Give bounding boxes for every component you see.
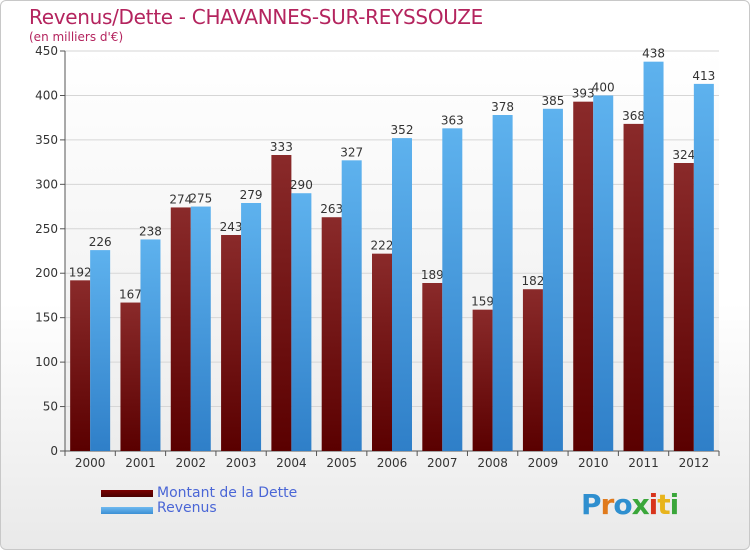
logo-letter: P	[581, 488, 602, 521]
logo-letter: o	[613, 488, 632, 521]
bar-revenus	[542, 108, 563, 452]
bar-dette	[472, 309, 493, 451]
bar-revenus	[90, 250, 111, 451]
bar-dette	[573, 101, 594, 452]
x-tick-label: 2012	[679, 456, 710, 470]
y-tick-label: 300	[35, 177, 58, 191]
bar-revenus	[442, 128, 463, 451]
data-label: 438	[642, 47, 665, 61]
data-label: 352	[391, 123, 414, 137]
x-tick-label: 2003	[226, 456, 257, 470]
bar-revenus	[492, 115, 513, 451]
data-label: 226	[89, 235, 112, 249]
data-label: 368	[622, 109, 645, 123]
x-tick-label: 2002	[175, 456, 206, 470]
data-label: 189	[421, 268, 444, 282]
proxiti-logo: Proxiti	[581, 488, 680, 521]
data-label: 159	[471, 295, 494, 309]
x-tick-label: 2011	[628, 456, 659, 470]
data-label: 290	[290, 178, 313, 192]
bar-revenus	[392, 138, 412, 451]
y-tick-label: 400	[35, 88, 58, 102]
x-tick-label: 2001	[125, 456, 156, 470]
x-tick-label: 2010	[578, 456, 609, 470]
data-label: 378	[491, 100, 514, 114]
logo-letter: x	[631, 488, 650, 521]
data-label: 333	[270, 140, 293, 154]
bar-dette	[221, 235, 242, 451]
y-tick-label: 250	[35, 222, 58, 236]
data-label: 363	[441, 113, 464, 127]
chart-subtitle: (en milliers d'€)	[29, 30, 124, 44]
logo-letter: i	[648, 488, 659, 521]
data-label: 275	[189, 192, 212, 206]
data-label: 400	[592, 80, 615, 94]
bar-dette	[673, 163, 694, 451]
data-label: 182	[521, 274, 544, 288]
bar-dette	[623, 123, 644, 451]
chart-title: Revenus/Dette - CHAVANNES-SUR-REYSSOUZE	[29, 5, 483, 29]
legend-swatch-revenus	[101, 507, 153, 514]
data-label: 243	[220, 220, 243, 234]
bar-dette	[120, 302, 141, 451]
x-tick-label: 2005	[326, 456, 357, 470]
logo-letter: r	[600, 488, 615, 521]
bar-revenus	[693, 83, 714, 451]
data-label: 413	[692, 69, 715, 83]
legend-swatch-dette	[101, 490, 153, 497]
x-tick-label: 2006	[377, 456, 408, 470]
bar-revenus	[241, 203, 262, 451]
y-tick-label: 150	[35, 311, 58, 325]
logo-letter: i	[669, 488, 680, 521]
data-label: 274	[169, 192, 192, 206]
bar-revenus	[140, 239, 161, 451]
bar-revenus	[643, 61, 664, 452]
data-label: 279	[240, 188, 263, 202]
bar-dette	[372, 253, 392, 451]
bar-dette	[422, 283, 443, 451]
data-label: 385	[541, 94, 564, 108]
bar-dette	[321, 217, 342, 451]
x-tick-label: 2004	[276, 456, 307, 470]
y-tick-label: 200	[35, 266, 58, 280]
y-tick-label: 0	[50, 444, 58, 458]
bar-revenus	[190, 206, 211, 451]
x-tick-label: 2009	[528, 456, 559, 470]
data-label: 222	[371, 239, 394, 253]
x-tick-label: 2000	[75, 456, 106, 470]
data-label: 238	[139, 224, 162, 238]
data-label: 167	[119, 288, 142, 302]
bar-dette	[70, 280, 91, 451]
legend-label-revenus: Revenus	[157, 500, 217, 516]
y-tick-label: 450	[35, 44, 58, 58]
bar-revenus	[291, 193, 312, 451]
x-tick-label: 2007	[427, 456, 458, 470]
bar-revenus	[593, 95, 614, 451]
data-label: 327	[340, 145, 363, 159]
data-label: 263	[320, 202, 343, 216]
bar-revenus	[341, 160, 362, 452]
legend-label-dette: Montant de la Dette	[157, 485, 298, 501]
y-tick-label: 100	[35, 355, 58, 369]
bar-dette	[522, 289, 543, 451]
y-tick-label: 50	[43, 400, 58, 414]
y-tick-label: 350	[35, 133, 58, 147]
x-tick-label: 2008	[477, 456, 508, 470]
bar-dette	[170, 207, 191, 451]
logo-letter: t	[657, 488, 670, 521]
bar-dette	[271, 155, 292, 451]
data-label: 393	[572, 87, 595, 101]
data-label: 324	[672, 148, 695, 162]
data-label: 192	[69, 265, 92, 279]
